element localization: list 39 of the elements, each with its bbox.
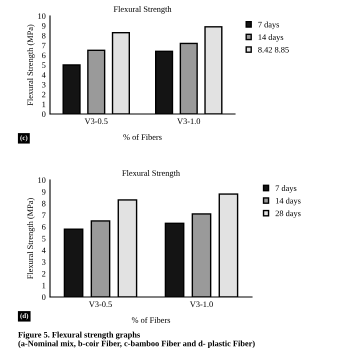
y-tick-label: 10 [38,13,46,19]
legend-label: 14 days [276,198,301,206]
y-tick-label: 2 [42,92,46,98]
x-axis-title: % of Fibers [123,134,162,140]
y-tick-label: 6 [42,224,46,230]
x-tick-label: V3-0.5 [84,118,108,124]
y-tick-label: 0 [42,111,46,117]
y-tick-label: 7 [42,42,46,48]
y-tick-label: 2 [42,270,46,276]
y-tick-label: 5 [42,236,46,242]
caption: Figure 5. Flexural strength graphs (a-Nominal mix, b-coir Fiber, c-bamboo Fiber and d- plastic Fiber) [18,332,255,348]
legend-label: 8.42 8.85 [258,46,289,53]
legend-label: 7 days [276,185,296,193]
y-tick-label: 5 [42,62,46,68]
y-tick-label: 1 [42,282,46,288]
y-tick-label: 7 [42,212,46,218]
y-tick-label: 9 [42,23,46,29]
y-tick-label: 0 [42,294,46,300]
y-tick-label: 9 [42,189,46,195]
y-tick-label: 1 [42,102,46,108]
y-axis-title: Flexural Strength (MPa) [27,198,35,279]
y-tick-label: 8 [42,200,46,206]
y-axis-title: Flexural Strength (MPa) [27,24,35,106]
x-tick-label: V3-0.5 [88,301,112,308]
y-tick-label: 10 [38,177,46,183]
y-tick-label: 3 [42,82,46,88]
legend-label: 28 days [276,210,301,218]
x-tick-label: V3-1.0 [190,301,213,308]
legend-label: 7 days [258,22,280,30]
x-axis-title: % of Fibers [132,316,170,323]
y-tick-label: 8 [42,32,46,39]
y-tick-label: 3 [42,259,46,265]
y-tick-label: 4 [42,72,46,78]
chart-title: Flexural Strength [114,6,172,14]
chart-title: Flexural Strength [122,170,180,178]
y-tick-label: 6 [42,52,46,58]
y-tick-label: 4 [42,248,46,254]
legend-label: 14 days [258,34,284,42]
x-tick-label: V3-1.0 [177,118,200,124]
